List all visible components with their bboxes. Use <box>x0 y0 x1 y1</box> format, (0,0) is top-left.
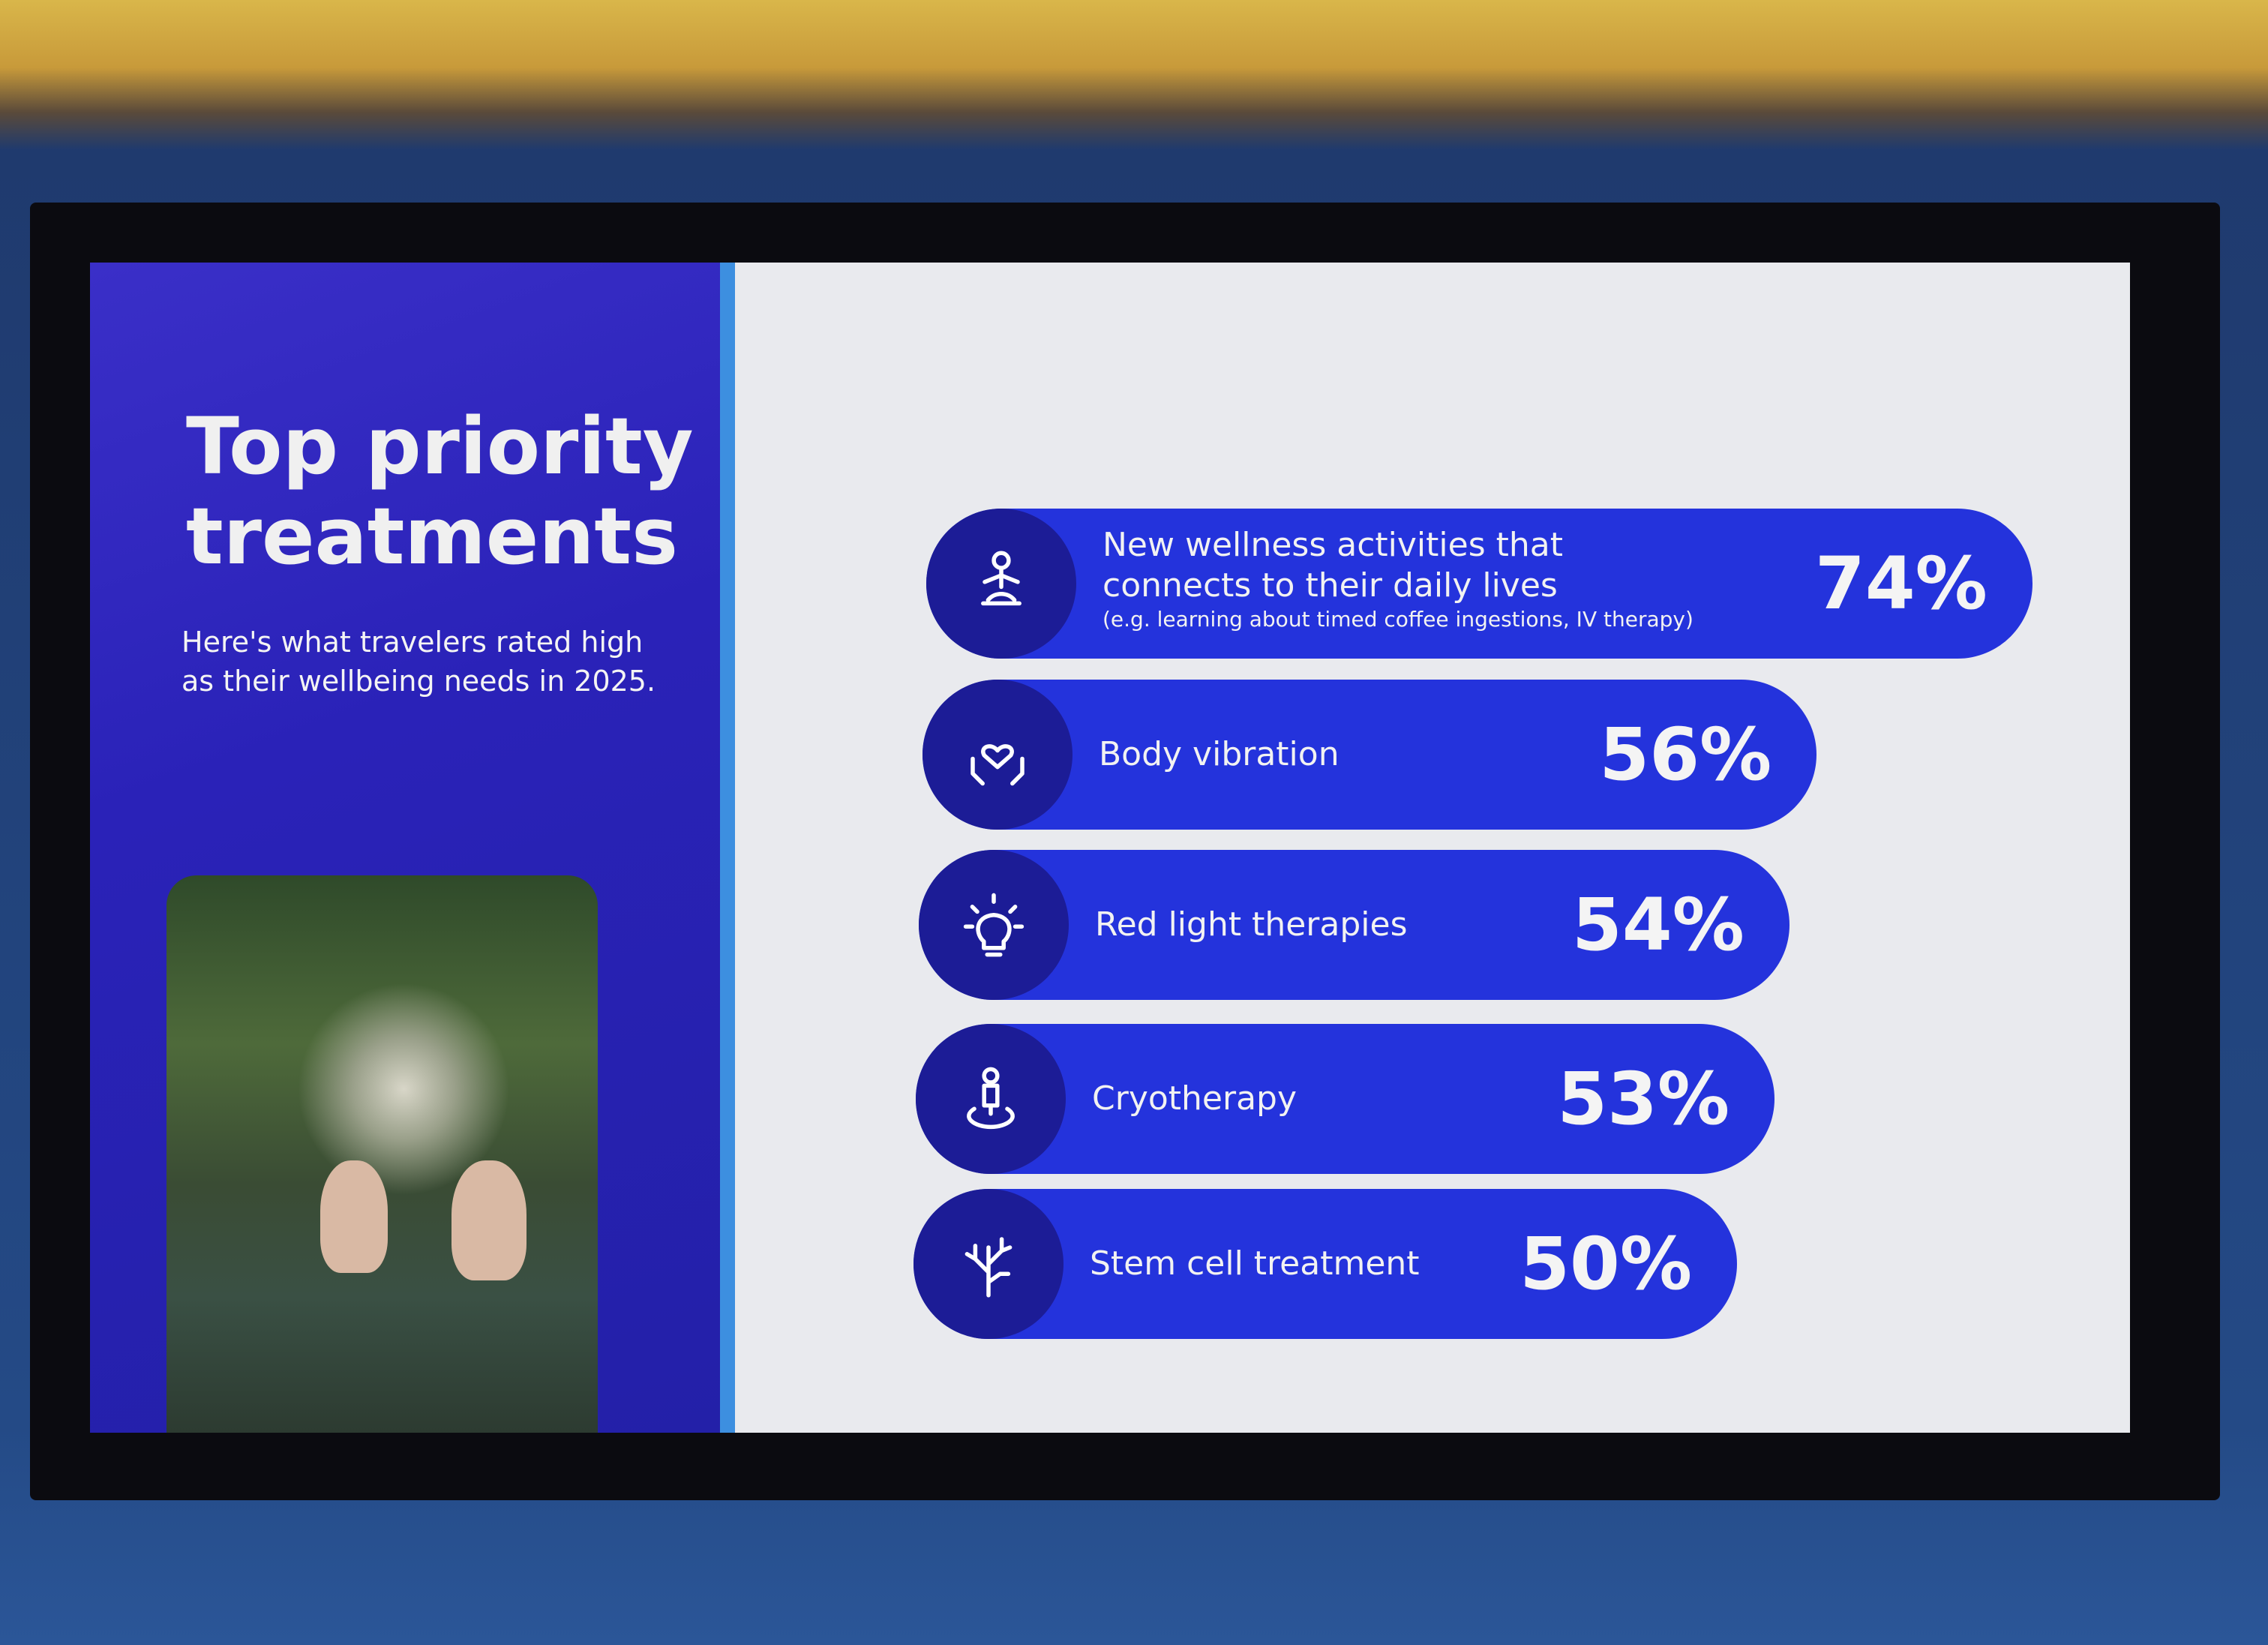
bar-label: Stem cell treatment <box>1090 1244 1420 1284</box>
icon-circle <box>919 850 1069 1000</box>
value-label: 53% <box>1557 1057 1730 1141</box>
bar-2: Body vibration 56% <box>922 680 1817 830</box>
heart-hands-icon <box>970 744 1024 786</box>
icon-circle <box>922 680 1072 830</box>
value-label: 56% <box>1599 713 1772 797</box>
category-text: Cryotherapy <box>1092 1079 1298 1118</box>
category-text: Red light therapies <box>1095 905 1408 944</box>
value-label: 54% <box>1572 883 1744 967</box>
title-line-1: Top priority <box>186 401 694 492</box>
slide-subtitle: Here's what travelers rated high as thei… <box>182 626 656 698</box>
value-label: 74% <box>1815 542 1988 626</box>
bather-figure <box>320 1160 388 1273</box>
icon-circle <box>914 1189 1064 1339</box>
title-line-2: treatments <box>186 491 678 582</box>
bar-label: Cryotherapy <box>1092 1079 1297 1119</box>
bar-1: New wellness activities that connects to… <box>926 509 2032 659</box>
slide: Top priority treatments Here's what trav… <box>90 263 2130 1433</box>
category-text: New wellness activities that connects to… <box>1102 526 1563 605</box>
hot-spring-photo <box>166 875 598 1433</box>
category-text: Body vibration <box>1099 735 1340 773</box>
right-panel: New wellness activities that connects to… <box>735 263 2130 1433</box>
category-text: Stem cell treatment <box>1090 1244 1420 1283</box>
accent-stripe <box>720 263 735 1433</box>
bar-label: Body vibration <box>1099 734 1340 775</box>
category-note: (e.g. learning about timed coffee ingest… <box>1102 607 1694 632</box>
bar-4: Cryotherapy 53% <box>916 1024 1775 1174</box>
value-label: 50% <box>1520 1222 1692 1306</box>
bar-label: New wellness activities that connects to… <box>1102 525 1718 633</box>
bar-3: Red light therapies 54% <box>919 850 1790 1000</box>
meditation-icon <box>981 551 1022 606</box>
slide-title: Top priority treatments <box>186 401 694 581</box>
person-location-icon <box>967 1067 1015 1130</box>
bar-label: Red light therapies <box>1095 905 1408 945</box>
coral-icon <box>964 1237 1012 1298</box>
left-panel: Top priority treatments Here's what trav… <box>90 263 720 1433</box>
lightbulb-icon <box>963 893 1024 957</box>
bar-5: Stem cell treatment 50% <box>914 1189 1737 1339</box>
bather-figure <box>452 1160 526 1280</box>
icon-circle <box>926 509 1076 659</box>
icon-circle <box>916 1024 1066 1174</box>
